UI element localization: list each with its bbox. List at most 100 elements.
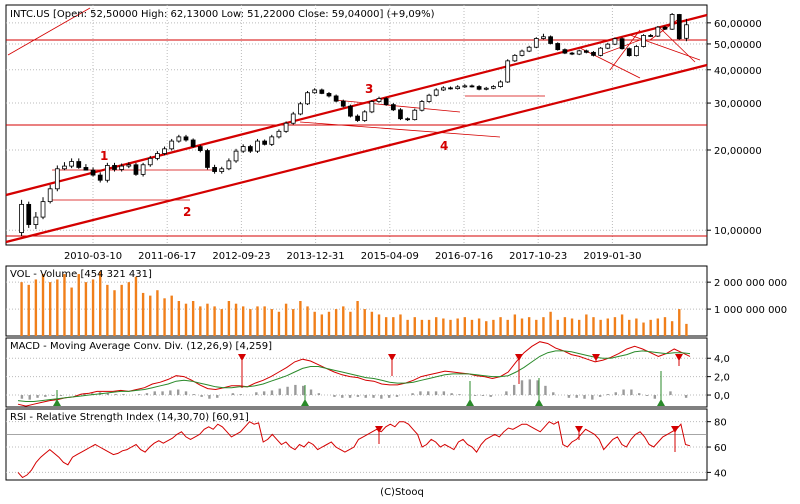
volume-bar: [527, 317, 531, 336]
volume-bar: [520, 318, 524, 336]
candle-body: [19, 203, 24, 233]
buy-signal-marker: [466, 399, 474, 406]
candle-body: [648, 35, 654, 37]
candle-body: [469, 85, 475, 88]
macd-histogram-bar: [669, 391, 672, 396]
volume-bar: [656, 318, 660, 336]
rsi-grid: [6, 421, 707, 473]
candle-body: [83, 167, 89, 171]
macd-histogram-bar: [302, 385, 305, 396]
macd-histogram-bar: [630, 389, 633, 396]
annotation-1: 1: [100, 149, 108, 163]
date-tick-label: 2012-09-23: [212, 251, 270, 262]
date-tick-label: 2010-03-10: [64, 251, 122, 262]
volume-bar: [413, 317, 416, 336]
candle-body: [455, 86, 461, 89]
candle-body: [583, 50, 589, 53]
macd-histogram-bar: [645, 395, 649, 396]
rsi-line: [17, 420, 691, 479]
volume-bar: [535, 319, 538, 336]
candle-body: [240, 146, 246, 152]
volume-bar: [256, 306, 259, 336]
rsi-tick-label: 60: [714, 443, 727, 454]
candle-body: [476, 86, 482, 90]
macd-histogram-bar: [278, 388, 281, 396]
candle-body: [305, 92, 310, 105]
candle-body: [591, 51, 596, 56]
volume-bar: [213, 306, 216, 336]
candle-body: [433, 89, 439, 96]
macd-panel: 4,0 2,0 0,0 MACD - Moving Average Conv. Di…: [5, 337, 730, 408]
candle-body: [405, 118, 410, 121]
price-legend: INTC.US [Open: 52,50000 High: 62,13000 L…: [10, 9, 435, 20]
macd-histogram: [20, 379, 688, 400]
macd-tick-label: 0,0: [714, 391, 730, 402]
macd-histogram-bar: [544, 385, 547, 396]
candle-body: [312, 89, 318, 94]
date-tick-label: 2013-12-31: [287, 251, 345, 262]
candle-body: [369, 101, 375, 113]
volume-bar: [620, 314, 624, 336]
macd-axis: 4,0 2,0 0,0: [707, 354, 730, 402]
candle-body: [541, 36, 546, 39]
volume-bar: [599, 319, 602, 336]
candle-body: [155, 153, 160, 159]
macd-histogram-bar: [184, 391, 188, 396]
sell-signal-marker: [238, 354, 246, 361]
volume-legend: VOL - Volume [454 321 431]: [10, 269, 152, 280]
macd-histogram-bar: [528, 379, 532, 396]
volume-bar: [220, 309, 223, 336]
volume-bar: [392, 317, 395, 336]
volume-bar: [156, 290, 159, 336]
volume-bar: [227, 301, 231, 336]
volume-bar: [41, 274, 45, 336]
volume-bar: [20, 282, 23, 336]
volume-bar: [499, 317, 502, 336]
volume-bar: [120, 284, 123, 336]
annotation-3: 3: [365, 82, 373, 96]
volume-bar: [606, 318, 609, 336]
trend-line: [659, 27, 696, 63]
candle-body: [383, 98, 389, 106]
rsi-signal-marker: [375, 426, 383, 433]
rsi-tick-label: 40: [714, 468, 727, 479]
macd-histogram-bar: [59, 395, 63, 396]
buy-signal-marker: [657, 399, 665, 406]
volume-bar: [406, 319, 409, 336]
macd-histogram-bar: [442, 391, 446, 396]
volume-bar: [613, 317, 617, 336]
macd-histogram-bar: [434, 391, 438, 396]
volume-bar: [249, 309, 252, 336]
candle-body: [26, 203, 32, 225]
volume-bar: [399, 314, 402, 336]
candle-body: [362, 111, 368, 121]
volume-bar: [177, 301, 181, 336]
candle-body: [262, 140, 268, 145]
volume-bar: [284, 303, 288, 336]
candle-body: [76, 161, 82, 168]
macd-histogram-bar: [419, 391, 422, 396]
candle-body: [684, 24, 689, 39]
annotation-4: 4: [440, 139, 448, 153]
volume-bar: [163, 298, 166, 336]
candle-body: [348, 105, 353, 117]
macd-histogram-bar: [380, 395, 383, 399]
macd-histogram-bar: [591, 395, 594, 400]
candle-body: [255, 140, 260, 152]
volume-bar: [370, 311, 374, 336]
volume-bar: [184, 303, 188, 336]
macd-histogram-bar: [598, 395, 602, 397]
macd-legend: MACD - Moving Average Conv. Div. (12,26,…: [10, 341, 272, 352]
macd-histogram-bar: [192, 394, 196, 396]
candle-body: [33, 216, 39, 225]
price-tick-label: 10,00000: [714, 226, 762, 237]
candle-body: [247, 146, 253, 152]
trend-line: [299, 121, 501, 138]
volume-bar: [134, 276, 138, 336]
volume-bar: [485, 321, 488, 336]
candle-body: [376, 98, 382, 102]
candle-body: [576, 50, 582, 55]
candle-body: [205, 150, 210, 168]
macd-histogram-bar: [481, 395, 485, 396]
candle-body: [126, 164, 132, 167]
